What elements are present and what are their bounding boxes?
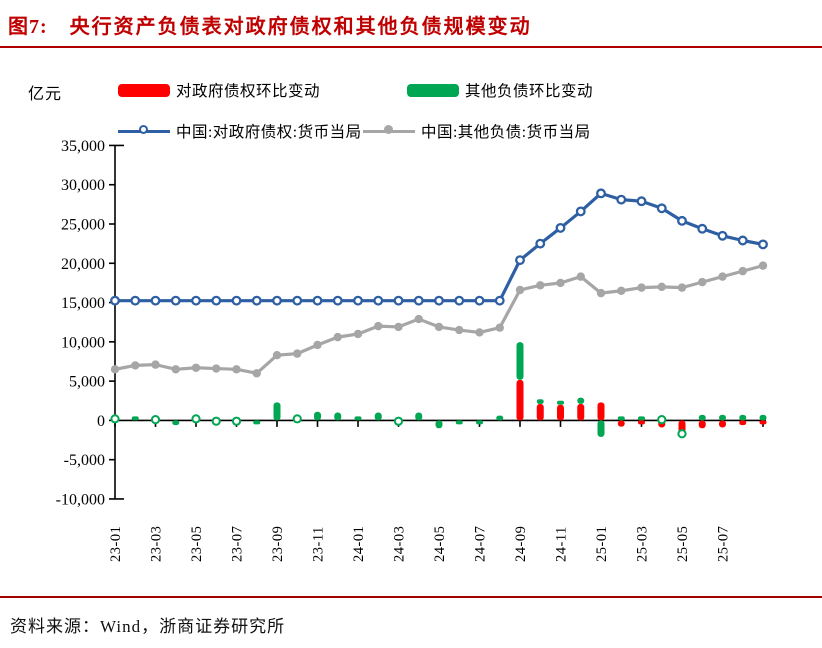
legend-label: 中国:其他负债:货币当局 <box>421 124 591 141</box>
svg-text:23-09: 23-09 <box>270 526 286 562</box>
svg-text:25-01: 25-01 <box>594 526 610 562</box>
legend-item-gov-claims-line: 中国:对政府债权:货币当局 <box>118 122 362 141</box>
filled-circle-marker-icon <box>384 124 393 134</box>
svg-text:24-05: 24-05 <box>432 526 448 562</box>
svg-text:25-07: 25-07 <box>716 526 732 562</box>
y-axis-unit-label: 亿元 <box>28 86 63 103</box>
svg-text:35,000: 35,000 <box>61 138 105 155</box>
axes <box>109 144 766 500</box>
svg-text:30,000: 30,000 <box>61 177 105 194</box>
svg-text:23-03: 23-03 <box>149 526 165 562</box>
svg-text:23-05: 23-05 <box>189 526 205 562</box>
x-axis-labels: 23-01 23-03 23-05 23-07 23-09 23-11 24-01 24-03… <box>108 526 732 562</box>
legend-label: 对政府债权环比变动 <box>176 83 321 100</box>
svg-text:23-01: 23-01 <box>108 526 124 562</box>
footer-divider-line <box>0 596 822 598</box>
svg-text:24-09: 24-09 <box>513 526 529 562</box>
green-bar-swatch-icon <box>407 83 459 97</box>
legend-label: 其他负债环比变动 <box>465 83 594 100</box>
legend-item-other-liab-line: 中国:其他负债:货币当局 <box>363 122 591 141</box>
legend-item-gov-claims-change: 对政府债权环比变动 <box>118 81 321 100</box>
svg-text:0: 0 <box>97 413 105 430</box>
svg-text:24-01: 24-01 <box>351 526 367 562</box>
legend-item-other-liab-change: 其他负债环比变动 <box>407 81 594 100</box>
figure-number: 图7: <box>8 16 48 38</box>
svg-text:25,000: 25,000 <box>61 217 105 234</box>
svg-text:10,000: 10,000 <box>61 334 105 351</box>
markers-government-claims <box>110 188 768 306</box>
data-source-note: 资料来源：Wind，浙商证券研究所 <box>10 617 286 636</box>
svg-text:24-07: 24-07 <box>473 526 489 562</box>
svg-text:24-11: 24-11 <box>554 526 570 562</box>
svg-text:5,000: 5,000 <box>69 374 105 391</box>
markers-other-liabilities <box>110 261 768 378</box>
svg-text:23-11: 23-11 <box>311 526 327 562</box>
figure-title-text: 央行资产负债表对政府债权和其他负债规模变动 <box>69 16 532 38</box>
bars-other-liabilities-mom <box>110 342 767 439</box>
blue-line-swatch-icon <box>118 123 170 139</box>
figure-title: 图7: 央行资产负债表对政府债权和其他负债规模变动 <box>8 10 814 39</box>
y-axis-labels: 35,000 30,000 25,000 20,000 15,000 10,000 5,00… <box>56 138 105 509</box>
legend-label: 中国:对政府债权:货币当局 <box>176 124 362 141</box>
svg-text:15,000: 15,000 <box>61 295 105 312</box>
svg-text:24-03: 24-03 <box>392 526 408 562</box>
svg-text:25-05: 25-05 <box>675 526 691 562</box>
red-bar-swatch-icon <box>118 83 170 97</box>
svg-text:23-07: 23-07 <box>230 526 246 562</box>
svg-text:20,000: 20,000 <box>61 256 105 273</box>
svg-text:-5,000: -5,000 <box>64 452 105 469</box>
open-circle-marker-icon <box>139 124 148 134</box>
gray-line-swatch-icon <box>363 123 415 139</box>
svg-text:-10,000: -10,000 <box>56 491 105 508</box>
line-other-liabilities <box>114 264 764 375</box>
svg-text:25-03: 25-03 <box>635 526 651 562</box>
title-divider-line <box>0 46 822 48</box>
